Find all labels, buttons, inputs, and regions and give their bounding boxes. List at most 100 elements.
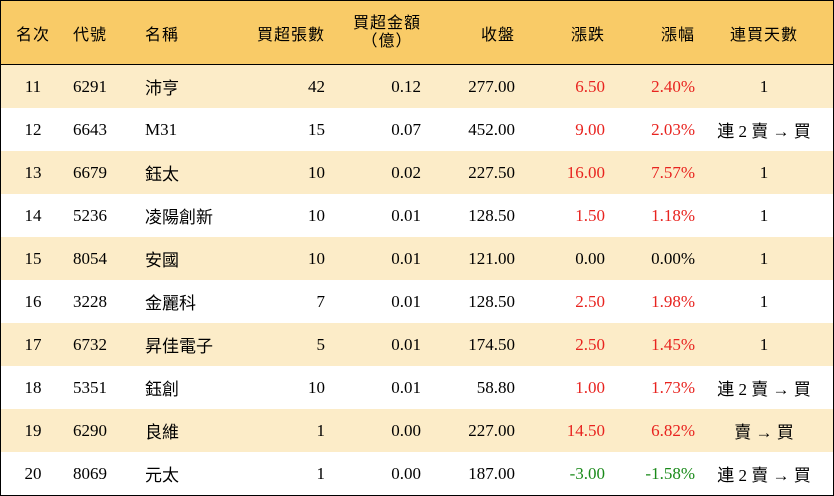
cell-pct: 2.03% (651, 119, 695, 139)
cell-rank: 19 (24, 420, 42, 440)
cell-pct: 1.18% (651, 205, 695, 225)
cell-amount: 0.01 (391, 334, 421, 354)
header-change: 漲跌 (570, 26, 605, 44)
cell-rank: 12 (24, 119, 42, 139)
cell-name: M31 (145, 119, 178, 139)
cell-rank: 13 (24, 162, 42, 182)
cell-volume: 15 (308, 119, 325, 139)
cell-name: 凌陽創新 (145, 208, 213, 227)
cell-days: 連 2 賣 → 買 (717, 122, 811, 141)
header-code: 代號 (73, 26, 108, 44)
cell-code: 6290 (73, 420, 107, 440)
cell-amount: 0.01 (391, 291, 421, 311)
table-row: 14 5236 凌陽創新 10 0.01 128.50 1.50 1.18% 1 (1, 194, 833, 237)
cell-pct: 6.82% (651, 420, 695, 440)
cell-rank: 14 (24, 205, 42, 225)
cell-code: 5236 (73, 205, 107, 225)
cell-pct: -1.58% (645, 463, 695, 483)
cell-days: 賣 → 買 (734, 423, 794, 442)
cell-close: 187.00 (468, 463, 515, 483)
cell-change: 16.00 (566, 162, 605, 182)
cell-name: 鈺太 (145, 165, 179, 184)
cell-pct: 1.73% (651, 377, 695, 397)
cell-rank: 18 (24, 377, 42, 397)
cell-volume: 10 (308, 377, 325, 397)
header-volume: 買超張數 (256, 26, 325, 44)
cell-name: 金麗科 (145, 294, 196, 313)
header-separator (1, 64, 833, 65)
table-row: 11 6291 沛亨 42 0.12 277.00 6.50 2.40% 1 (1, 65, 833, 108)
table-row: 20 8069 元太 1 0.00 187.00 -3.00 -1.58% 連 2 賣 → 買 (1, 452, 833, 495)
cell-code: 5351 (73, 377, 107, 397)
cell-close: 227.00 (468, 420, 515, 440)
cell-name: 元太 (145, 466, 179, 485)
header-close: 收盤 (480, 26, 515, 44)
cell-code: 3228 (73, 291, 107, 311)
cell-change: 6.50 (575, 76, 605, 96)
cell-rank: 11 (24, 76, 42, 96)
cell-name: 安國 (145, 251, 179, 270)
cell-close: 128.50 (468, 291, 515, 311)
cell-name: 鈺創 (145, 380, 179, 399)
header-amount: 買超金額 （億） (325, 15, 421, 51)
cell-volume: 42 (308, 76, 325, 96)
cell-close: 128.50 (468, 205, 515, 225)
cell-amount: 0.01 (391, 248, 421, 268)
table-row: 16 3228 金麗科 7 0.01 128.50 2.50 1.98% 1 (1, 280, 833, 323)
cell-close: 58.80 (476, 377, 515, 397)
header-name: 名稱 (145, 26, 180, 44)
cell-change: 0.00 (575, 248, 605, 268)
cell-amount: 0.01 (391, 377, 421, 397)
cell-amount: 0.07 (391, 119, 421, 139)
cell-change: 2.50 (575, 334, 605, 354)
cell-close: 452.00 (468, 119, 515, 139)
cell-volume: 5 (316, 334, 326, 354)
cell-close: 277.00 (468, 76, 515, 96)
cell-close: 174.50 (468, 334, 515, 354)
table-row: 13 6679 鈺太 10 0.02 227.50 16.00 7.57% 1 (1, 151, 833, 194)
cell-amount: 0.12 (391, 76, 421, 96)
cell-volume: 1 (316, 420, 326, 440)
header-rank: 名次 (15, 26, 50, 44)
cell-code: 8054 (73, 248, 107, 268)
cell-days: 1 (759, 334, 769, 354)
cell-days: 1 (759, 291, 769, 311)
cell-code: 6643 (73, 119, 107, 139)
cell-pct: 1.45% (651, 334, 695, 354)
cell-rank: 16 (24, 291, 42, 311)
table-row: 18 5351 鈺創 10 0.01 58.80 1.00 1.73% 連 2 賣 → 買 (1, 366, 833, 409)
cell-days: 連 2 賣 → 買 (717, 380, 811, 399)
cell-days: 1 (759, 162, 769, 182)
header-amount-line2: （億） (361, 32, 413, 50)
cell-days: 1 (759, 248, 769, 268)
cell-days: 1 (759, 76, 769, 96)
cell-change: 1.50 (575, 205, 605, 225)
cell-amount: 0.01 (391, 205, 421, 225)
cell-days: 連 2 賣 → 買 (717, 466, 811, 485)
cell-amount: 0.00 (391, 463, 421, 483)
cell-code: 6732 (73, 334, 107, 354)
cell-pct: 0.00% (651, 248, 695, 268)
cell-close: 121.00 (468, 248, 515, 268)
cell-change: -3.00 (569, 463, 605, 483)
cell-rank: 20 (24, 463, 42, 483)
cell-amount: 0.02 (391, 162, 421, 182)
cell-name: 昇佳電子 (145, 337, 213, 356)
cell-code: 6679 (73, 162, 107, 182)
cell-change: 9.00 (575, 119, 605, 139)
cell-amount: 0.00 (391, 420, 421, 440)
cell-code: 8069 (73, 463, 107, 483)
table-row: 12 6643 M31 15 0.07 452.00 9.00 2.03% 連 2 賣 → 買 (1, 108, 833, 151)
cell-name: 沛亨 (145, 79, 179, 98)
cell-volume: 1 (316, 463, 326, 483)
header-days: 連買天數 (729, 26, 798, 44)
cell-pct: 2.40% (651, 76, 695, 96)
cell-volume: 10 (308, 205, 325, 225)
cell-volume: 10 (308, 248, 325, 268)
cell-rank: 17 (24, 334, 42, 354)
table-row: 19 6290 良維 1 0.00 227.00 14.50 6.82% 賣 → 買 (1, 409, 833, 452)
cell-close: 227.50 (468, 162, 515, 182)
cell-rank: 15 (24, 248, 42, 268)
header-pct: 漲幅 (660, 26, 695, 44)
